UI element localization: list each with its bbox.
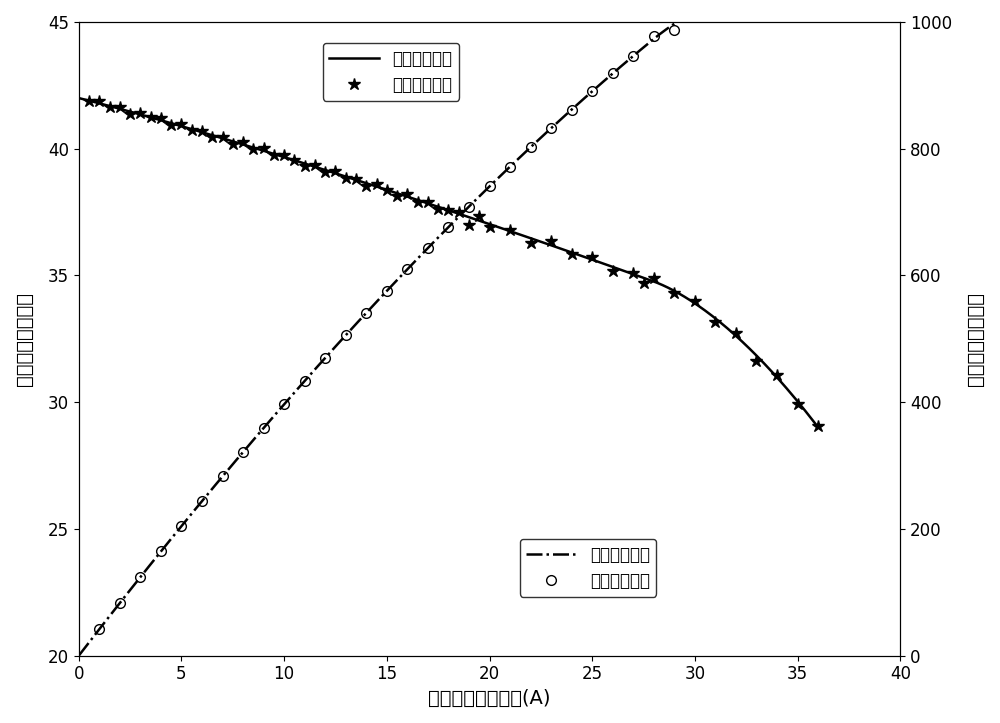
模型预测输出 — [366, 303, 378, 312]
电池实际输出 — [381, 286, 393, 295]
电池实际输出 — [545, 124, 557, 132]
电池实际输出 — [463, 202, 475, 211]
电池实际输出 — [771, 0, 783, 2]
Line: 电池实际输出: 电池实际输出 — [94, 0, 823, 634]
电池实际输出 — [401, 265, 413, 273]
Line: 模型预测输出: 模型预测输出 — [79, 0, 818, 656]
电池实际输出 — [484, 222, 496, 231]
模型预测输出 — [610, 67, 622, 75]
电池实际输出 — [155, 547, 167, 556]
电池实际输出 — [114, 103, 126, 111]
电池实际输出 — [299, 377, 311, 385]
电池实际输出 — [134, 573, 146, 581]
电池实际输出 — [648, 31, 660, 40]
模型预测输出 — [73, 94, 85, 103]
模型预测输出 — [606, 262, 618, 271]
电池实际输出 — [175, 522, 187, 531]
模型预测输出 — [538, 131, 550, 140]
电池实际输出 — [422, 244, 434, 252]
Y-axis label: 燃料电池输出电压: 燃料电池输出电压 — [15, 292, 34, 386]
模型预测输出 — [73, 651, 85, 660]
电池实际输出 — [504, 162, 516, 171]
电池实际输出 — [237, 138, 249, 147]
电池实际输出 — [812, 422, 824, 430]
电池实际输出 — [689, 1, 701, 9]
电池实际输出 — [566, 106, 578, 114]
Line: 模型预测输出: 模型预测输出 — [79, 98, 818, 427]
Line: 电池实际输出: 电池实际输出 — [83, 95, 824, 432]
电池实际输出 — [730, 0, 742, 1]
电池实际输出 — [114, 599, 126, 607]
电池实际输出 — [627, 51, 639, 60]
模型预测输出 — [812, 423, 824, 432]
电池实际输出 — [104, 103, 116, 111]
电池实际输出 — [484, 182, 496, 191]
电池实际输出 — [340, 331, 352, 340]
电池实际输出 — [329, 166, 341, 175]
电池实际输出 — [525, 143, 537, 152]
模型预测输出 — [366, 181, 378, 189]
模型预测输出 — [314, 164, 326, 173]
电池实际输出 — [586, 87, 598, 95]
电池实际输出 — [93, 625, 105, 633]
电池实际输出 — [473, 211, 485, 220]
电池实际输出 — [812, 0, 824, 1]
X-axis label: 燃料电池输出电流(A): 燃料电池输出电流(A) — [428, 689, 551, 708]
电池实际输出 — [278, 400, 290, 408]
电池实际输出 — [668, 26, 680, 35]
模型预测输出 — [314, 360, 326, 369]
电池实际输出 — [217, 472, 229, 481]
模型预测输出 — [162, 539, 174, 547]
电池实际输出 — [699, 11, 711, 20]
电池实际输出 — [442, 223, 454, 231]
电池实际输出 — [258, 424, 270, 432]
电池实际输出 — [607, 69, 619, 78]
电池实际输出 — [709, 0, 721, 9]
Legend: 模型预测输出, 电池实际输出: 模型预测输出, 电池实际输出 — [520, 539, 656, 596]
Y-axis label: 燃料电池输出功率: 燃料电池输出功率 — [966, 292, 985, 386]
模型预测输出 — [538, 239, 550, 247]
模型预测输出 — [610, 264, 622, 273]
电池实际输出 — [319, 354, 331, 362]
电池实际输出 — [237, 448, 249, 456]
电池实际输出 — [360, 309, 372, 317]
模型预测输出 — [606, 69, 618, 78]
电池实际输出 — [196, 497, 208, 505]
电池实际输出 — [83, 96, 95, 105]
模型预测输出 — [162, 118, 174, 127]
